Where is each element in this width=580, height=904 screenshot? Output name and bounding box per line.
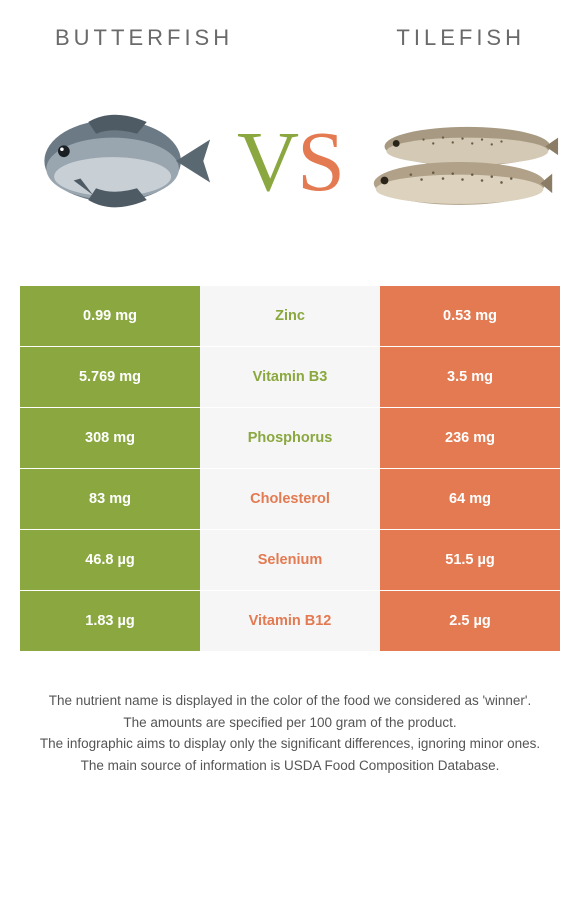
nutrient-label: Phosphorus xyxy=(200,408,380,468)
table-row: 0.99 mgZinc0.53 mg xyxy=(20,286,560,346)
left-value: 0.99 mg xyxy=(20,286,200,346)
nutrient-label: Cholesterol xyxy=(200,469,380,529)
left-value: 46.8 µg xyxy=(20,530,200,590)
nutrient-label: Selenium xyxy=(200,530,380,590)
left-value: 83 mg xyxy=(20,469,200,529)
table-row: 5.769 mgVitamin B33.5 mg xyxy=(20,347,560,407)
left-value: 5.769 mg xyxy=(20,347,200,407)
footnote-line: The amounts are specified per 100 gram o… xyxy=(20,713,560,733)
table-row: 308 mgPhosphorus236 mg xyxy=(20,408,560,468)
nutrient-label: Zinc xyxy=(200,286,380,346)
nutrient-label: Vitamin B12 xyxy=(200,591,380,651)
right-value: 3.5 mg xyxy=(380,347,560,407)
footnote-line: The nutrient name is displayed in the co… xyxy=(20,691,560,711)
table-row: 83 mgCholesterol64 mg xyxy=(20,469,560,529)
comparison-table: 0.99 mgZinc0.53 mg5.769 mgVitamin B33.5 … xyxy=(20,286,560,651)
vs-v: V xyxy=(237,113,297,209)
right-value: 0.53 mg xyxy=(380,286,560,346)
tilefish-image xyxy=(365,91,560,231)
footnotes: The nutrient name is displayed in the co… xyxy=(20,691,560,775)
footnote-line: The main source of information is USDA F… xyxy=(20,756,560,776)
left-value: 1.83 µg xyxy=(20,591,200,651)
vs-label: VS xyxy=(237,111,343,211)
left-food-title: Butterfish xyxy=(55,25,233,51)
vs-s: S xyxy=(297,113,343,209)
header: Butterfish Tilefish xyxy=(0,0,580,61)
hero-section: VS xyxy=(0,61,580,271)
table-row: 46.8 µgSelenium51.5 µg xyxy=(20,530,560,590)
butterfish-image xyxy=(20,91,215,231)
table-row: 1.83 µgVitamin B122.5 µg xyxy=(20,591,560,651)
footnote-line: The infographic aims to display only the… xyxy=(20,734,560,754)
right-value: 51.5 µg xyxy=(380,530,560,590)
right-value: 2.5 µg xyxy=(380,591,560,651)
nutrient-label: Vitamin B3 xyxy=(200,347,380,407)
right-value: 236 mg xyxy=(380,408,560,468)
left-value: 308 mg xyxy=(20,408,200,468)
right-food-title: Tilefish xyxy=(396,25,525,51)
right-value: 64 mg xyxy=(380,469,560,529)
